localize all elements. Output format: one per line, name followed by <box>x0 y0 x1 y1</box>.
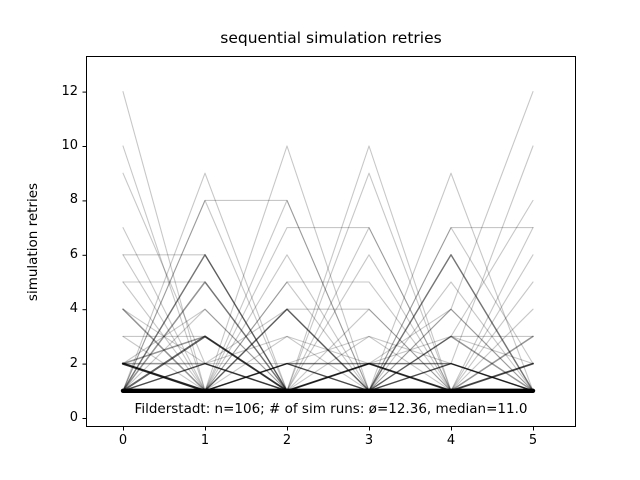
plot-area-border <box>86 56 576 427</box>
y-tick-label: 8 <box>69 192 78 208</box>
x-tick-label: 1 <box>200 433 210 448</box>
chart-title: sequential simulation retries <box>220 29 442 47</box>
stats-annotation: Filderstadt: n=106; # of sim runs: ø=12.… <box>134 401 528 417</box>
x-tick-label: 4 <box>446 433 456 448</box>
x-tick-label: 2 <box>282 433 292 448</box>
y-tick-label: 10 <box>61 138 78 153</box>
y-tick-label: 6 <box>69 246 78 262</box>
x-tick-label: 3 <box>364 433 374 448</box>
y-tick-label: 0 <box>69 410 78 425</box>
simulation-run-line <box>122 363 534 392</box>
simulation-run-line <box>122 145 534 392</box>
y-axis-label: simulation retries <box>25 182 41 302</box>
run-lines-group <box>120 91 536 393</box>
x-tick-label: 0 <box>118 433 128 448</box>
y-tick-label: 4 <box>69 301 78 317</box>
simulation-run-line <box>122 91 534 392</box>
tick-marks-group <box>82 91 534 431</box>
simulation-run-line <box>122 308 534 392</box>
y-tick-label: 2 <box>69 355 78 371</box>
simulation-run-line <box>122 91 534 392</box>
x-tick-label: 5 <box>528 433 538 448</box>
y-tick-label: 12 <box>61 83 78 99</box>
